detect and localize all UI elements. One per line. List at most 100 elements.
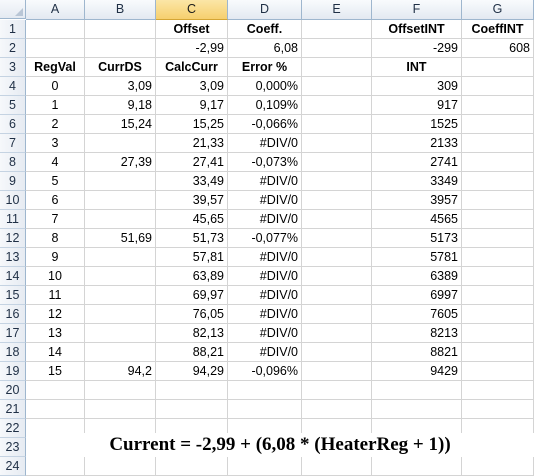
cell-c8[interactable]: 27,41 bbox=[156, 153, 228, 172]
cell-d1[interactable]: Coeff. bbox=[228, 20, 302, 39]
row-header[interactable]: 23 bbox=[0, 438, 26, 457]
cell-c11[interactable]: 45,65 bbox=[156, 210, 228, 229]
row-header[interactable]: 3 bbox=[0, 58, 26, 77]
cell-e18[interactable] bbox=[302, 343, 372, 362]
column-header-b[interactable]: B bbox=[85, 0, 156, 20]
cell-g19[interactable] bbox=[462, 362, 534, 381]
cell-g9[interactable] bbox=[462, 172, 534, 191]
cell-e1[interactable] bbox=[302, 20, 372, 39]
cell-c7[interactable]: 21,33 bbox=[156, 134, 228, 153]
cell-g4[interactable] bbox=[462, 77, 534, 96]
cell-a4[interactable]: 0 bbox=[26, 77, 85, 96]
cell-b19[interactable]: 94,2 bbox=[85, 362, 156, 381]
cell-f2[interactable]: -299 bbox=[372, 39, 462, 58]
row-header[interactable]: 14 bbox=[0, 267, 26, 286]
cell-a12[interactable]: 8 bbox=[26, 229, 85, 248]
cell-c6[interactable]: 15,25 bbox=[156, 115, 228, 134]
cell-a10[interactable]: 6 bbox=[26, 191, 85, 210]
cell-e19[interactable] bbox=[302, 362, 372, 381]
cell-d18[interactable]: #DIV/0 bbox=[228, 343, 302, 362]
cell-f5[interactable]: 917 bbox=[372, 96, 462, 115]
cell-e21[interactable] bbox=[302, 400, 372, 419]
cell-e11[interactable] bbox=[302, 210, 372, 229]
cell-b11[interactable] bbox=[85, 210, 156, 229]
cell-d16[interactable]: #DIV/0 bbox=[228, 305, 302, 324]
cell-a5[interactable]: 1 bbox=[26, 96, 85, 115]
cell-e16[interactable] bbox=[302, 305, 372, 324]
cell-f18[interactable]: 8821 bbox=[372, 343, 462, 362]
cell-g10[interactable] bbox=[462, 191, 534, 210]
cell-d8[interactable]: -0,073% bbox=[228, 153, 302, 172]
cell-g17[interactable] bbox=[462, 324, 534, 343]
cell-c15[interactable]: 69,97 bbox=[156, 286, 228, 305]
cell-d9[interactable]: #DIV/0 bbox=[228, 172, 302, 191]
cell-d10[interactable]: #DIV/0 bbox=[228, 191, 302, 210]
cell-c13[interactable]: 57,81 bbox=[156, 248, 228, 267]
cell-c1[interactable]: Offset bbox=[156, 20, 228, 39]
cell-f17[interactable]: 8213 bbox=[372, 324, 462, 343]
row-header[interactable]: 15 bbox=[0, 286, 26, 305]
cell-a20[interactable] bbox=[26, 381, 85, 400]
cell-d7[interactable]: #DIV/0 bbox=[228, 134, 302, 153]
cell-a9[interactable]: 5 bbox=[26, 172, 85, 191]
cell-e10[interactable] bbox=[302, 191, 372, 210]
cell-g18[interactable] bbox=[462, 343, 534, 362]
cell-b2[interactable] bbox=[85, 39, 156, 58]
cell-b9[interactable] bbox=[85, 172, 156, 191]
cell-g15[interactable] bbox=[462, 286, 534, 305]
cell-a15[interactable]: 11 bbox=[26, 286, 85, 305]
cell-g1[interactable]: CoeffINT bbox=[462, 20, 534, 39]
cell-f3[interactable]: INT bbox=[372, 58, 462, 77]
cell-f20[interactable] bbox=[372, 381, 462, 400]
cell-c2[interactable]: -2,99 bbox=[156, 39, 228, 58]
row-header[interactable]: 8 bbox=[0, 153, 26, 172]
cell-g6[interactable] bbox=[462, 115, 534, 134]
cell-f19[interactable]: 9429 bbox=[372, 362, 462, 381]
cell-e3[interactable] bbox=[302, 58, 372, 77]
cell-c16[interactable]: 76,05 bbox=[156, 305, 228, 324]
cell-e2[interactable] bbox=[302, 39, 372, 58]
cell-a13[interactable]: 9 bbox=[26, 248, 85, 267]
cell-f10[interactable]: 3957 bbox=[372, 191, 462, 210]
row-header[interactable]: 6 bbox=[0, 115, 26, 134]
cell-d6[interactable]: -0,066% bbox=[228, 115, 302, 134]
cell-g14[interactable] bbox=[462, 267, 534, 286]
row-header[interactable]: 11 bbox=[0, 210, 26, 229]
cell-e12[interactable] bbox=[302, 229, 372, 248]
cell-b20[interactable] bbox=[85, 381, 156, 400]
cell-c19[interactable]: 94,29 bbox=[156, 362, 228, 381]
cell-b17[interactable] bbox=[85, 324, 156, 343]
row-header[interactable]: 21 bbox=[0, 400, 26, 419]
cell-b6[interactable]: 15,24 bbox=[85, 115, 156, 134]
row-header[interactable]: 24 bbox=[0, 457, 26, 476]
row-header[interactable]: 20 bbox=[0, 381, 26, 400]
cell-b3[interactable]: CurrDS bbox=[85, 58, 156, 77]
cell-e17[interactable] bbox=[302, 324, 372, 343]
row-header[interactable]: 19 bbox=[0, 362, 26, 381]
row-header[interactable]: 17 bbox=[0, 324, 26, 343]
cell-d17[interactable]: #DIV/0 bbox=[228, 324, 302, 343]
cell-g2[interactable]: 608 bbox=[462, 39, 534, 58]
cell-e5[interactable] bbox=[302, 96, 372, 115]
cell-e6[interactable] bbox=[302, 115, 372, 134]
cell-g20[interactable] bbox=[462, 381, 534, 400]
cell-g13[interactable] bbox=[462, 248, 534, 267]
cell-c3[interactable]: CalcCurr bbox=[156, 58, 228, 77]
cell-e24[interactable] bbox=[302, 457, 372, 476]
cell-f15[interactable]: 6997 bbox=[372, 286, 462, 305]
cell-c10[interactable]: 39,57 bbox=[156, 191, 228, 210]
cell-e20[interactable] bbox=[302, 381, 372, 400]
cell-g5[interactable] bbox=[462, 96, 534, 115]
cell-g16[interactable] bbox=[462, 305, 534, 324]
row-header[interactable]: 13 bbox=[0, 248, 26, 267]
cell-a3[interactable]: RegVal bbox=[26, 58, 85, 77]
cell-d2[interactable]: 6,08 bbox=[228, 39, 302, 58]
cell-d20[interactable] bbox=[228, 381, 302, 400]
cell-b8[interactable]: 27,39 bbox=[85, 153, 156, 172]
cell-g7[interactable] bbox=[462, 134, 534, 153]
row-header[interactable]: 7 bbox=[0, 134, 26, 153]
cell-a19[interactable]: 15 bbox=[26, 362, 85, 381]
cell-f14[interactable]: 6389 bbox=[372, 267, 462, 286]
cell-g8[interactable] bbox=[462, 153, 534, 172]
cell-a6[interactable]: 2 bbox=[26, 115, 85, 134]
